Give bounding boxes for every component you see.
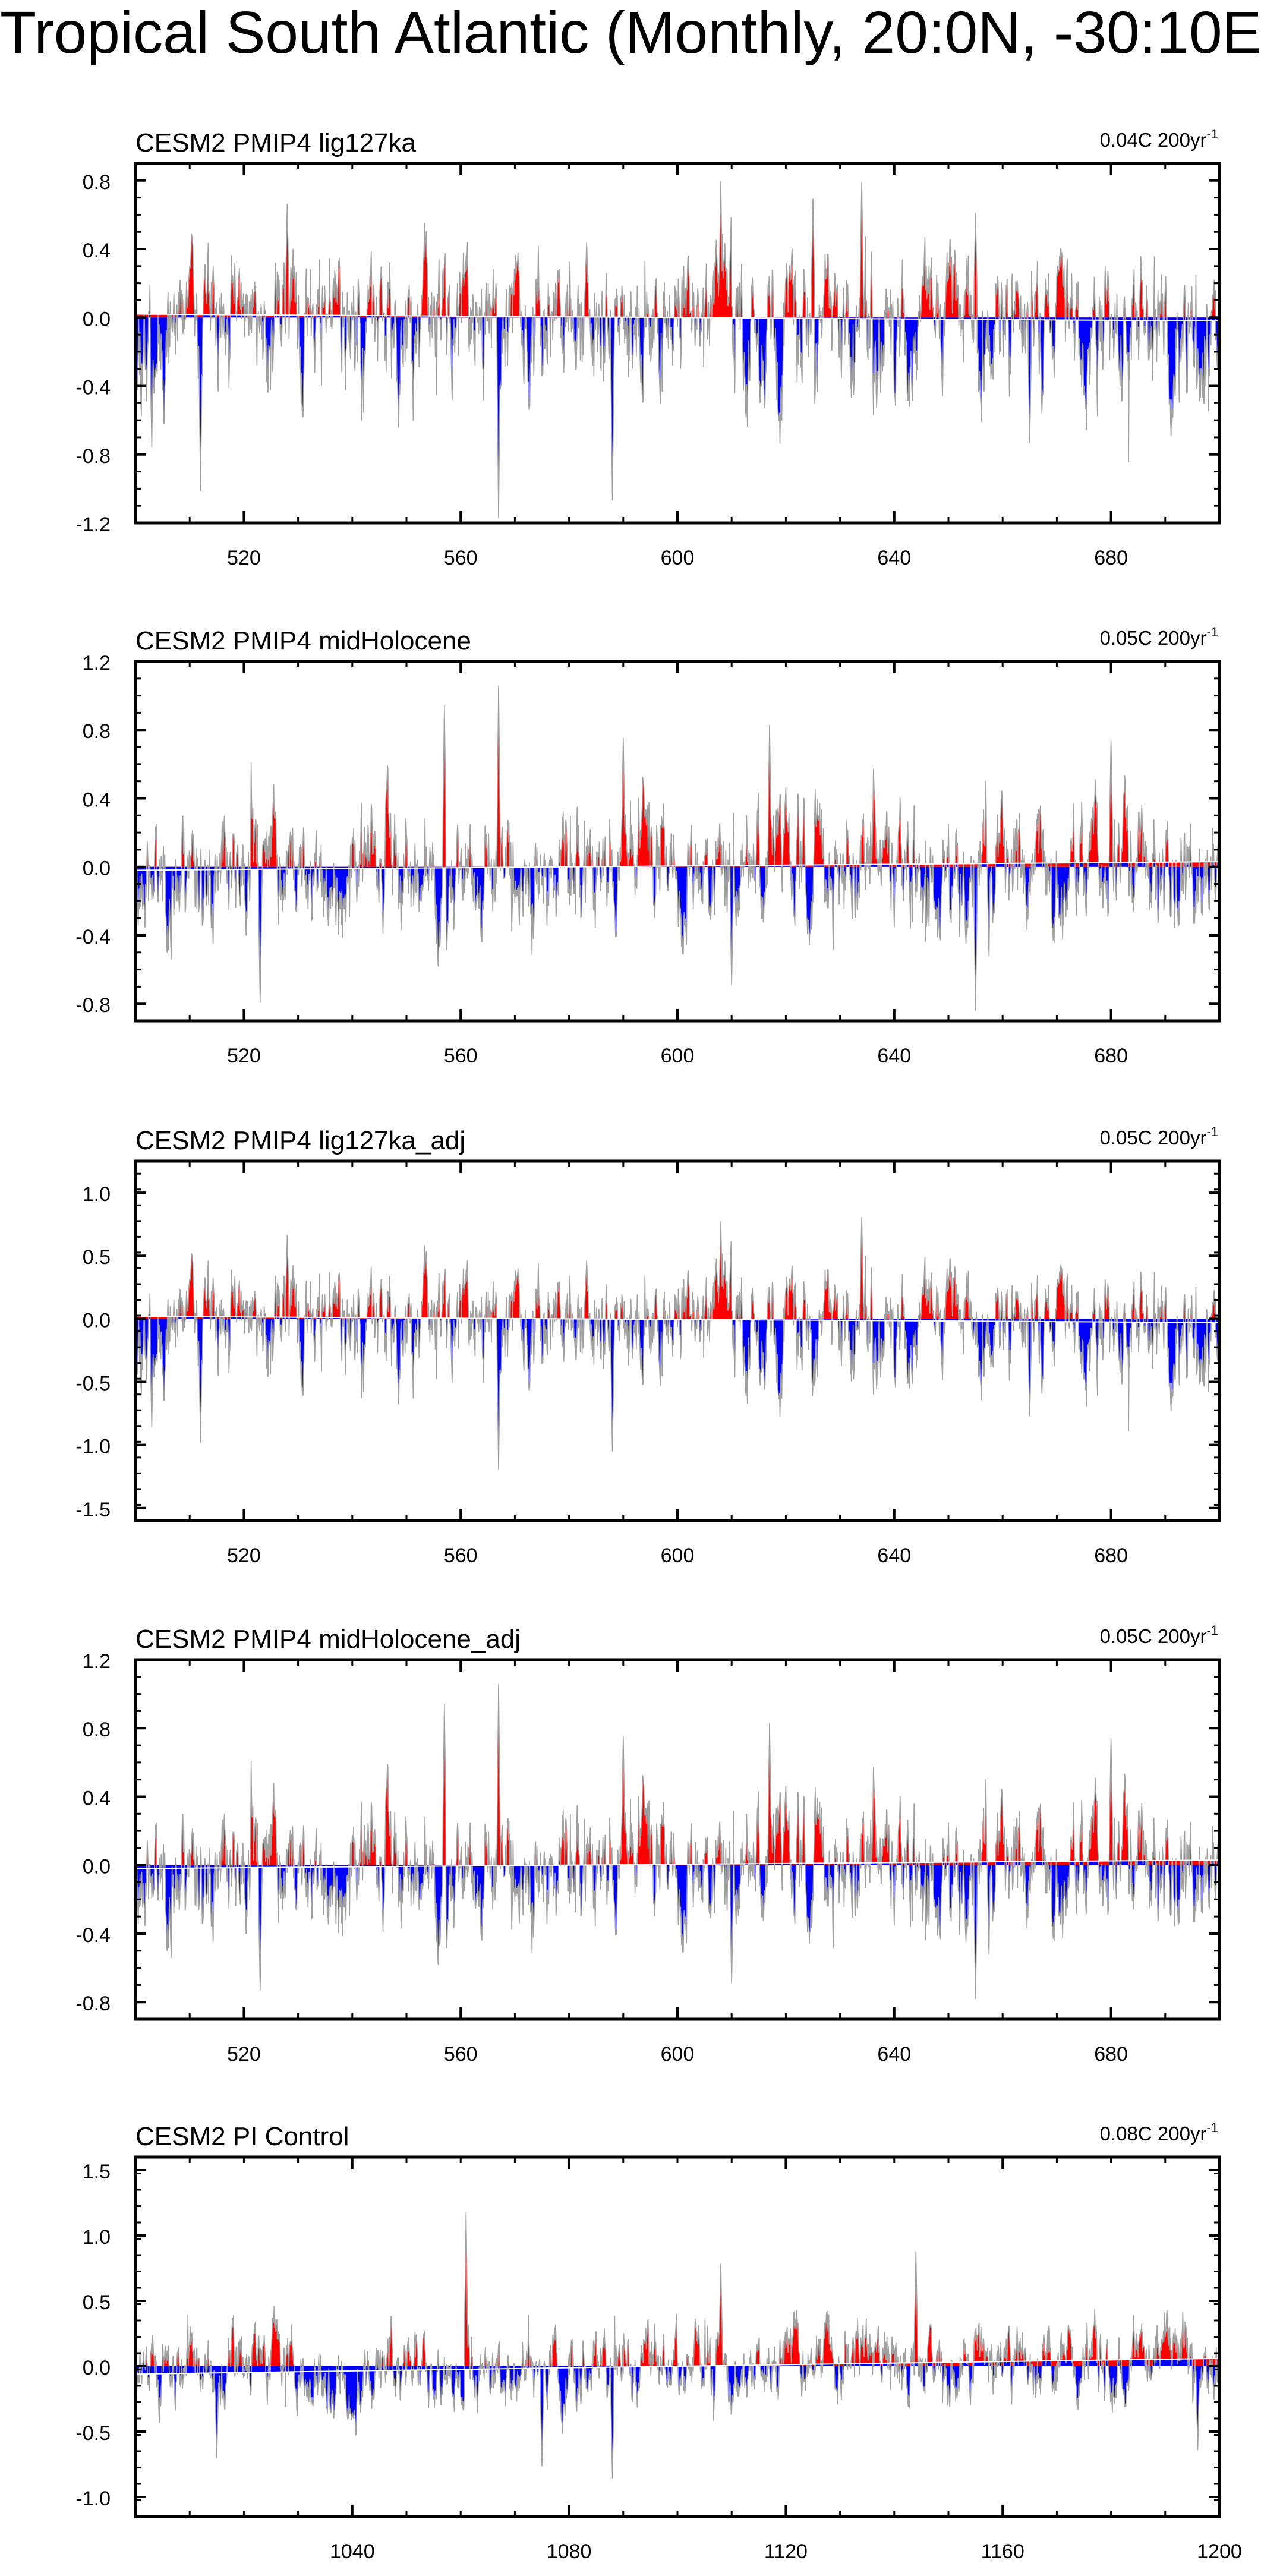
x-tick-label: 680 [1094,547,1128,569]
x-tick-label: 680 [1094,1045,1128,1067]
y-tick-label: 0.4 [83,239,111,262]
positive-anomaly-fill [135,686,1219,871]
panel-title: CESM2 PMIP4 lig127ka [135,128,417,157]
y-tick-label: 1.2 [83,1650,111,1673]
trend-line [135,2357,1220,2375]
y-tick-label: -0.4 [75,1924,111,1947]
negative-anomaly-fill [135,2358,1219,2479]
anomaly-trace [135,1217,1219,1470]
x-tick-label: 560 [444,2043,478,2066]
trend-value: 0.05C 200yr [1100,1127,1207,1149]
x-tick-label: 640 [877,547,911,569]
positive-anomaly-fill [135,1217,1219,1323]
y-tick-label: -0.8 [75,994,111,1017]
x-tick-label: 1160 [981,2540,1024,2563]
y-tick-label: 0.4 [83,1787,111,1809]
trend-unit-exponent: -1 [1206,127,1218,141]
y-tick-label: 1.0 [83,1183,111,1206]
page-title: Tropical South Atlantic (Monthly, 20:0N,… [0,0,1261,66]
x-tick-label: 1120 [764,2540,808,2563]
y-tick-label: -0.5 [75,2422,111,2445]
y-tick-label: 0.0 [83,308,111,330]
x-tick-label: 640 [877,1045,911,1067]
trend-line [135,1859,1220,1869]
trend-unit-exponent: -1 [1206,625,1218,639]
panel-title: CESM2 PMIP4 midHolocene_adj [135,1625,521,1654]
y-tick-label: -0.4 [75,377,111,399]
plot-frame [134,1658,1221,2021]
trend-value: 0.05C 200yr [1100,1625,1207,1647]
positive-anomaly-fill [135,181,1219,321]
x-tick-label: 600 [661,547,695,569]
trend-value: 0.04C 200yr [1100,129,1207,151]
x-tick-label: 680 [1094,1544,1128,1567]
chart-panel-2: -0.8 -0.4 0.0 0.4 0.8 1.2 520 560 600 640 680 CESM2… [75,625,1221,1067]
chart-panel-1: -1.2 -0.8 -0.4 0.0 0.4 0.8 520 560 600 640 680 CESM… [75,127,1221,569]
x-tick-label: 680 [1094,2043,1128,2066]
trend-line [135,313,1220,322]
trend-line [135,861,1220,871]
trend-value: 0.08C 200yr [1100,2123,1207,2145]
anomaly-trace [135,1684,1219,1999]
trend-unit-exponent: -1 [1206,2120,1218,2135]
panel-title: CESM2 PI Control [135,2122,349,2151]
y-tick-label: 0.5 [83,2291,111,2314]
y-tick-label: 0.8 [83,1719,111,1741]
plot-frame [134,660,1221,1023]
x-tick-label: 520 [227,1544,261,1567]
y-tick-label: 0.5 [83,1246,111,1269]
y-tick-label: -1.2 [75,513,111,536]
trend-unit-exponent: -1 [1206,1623,1218,1638]
trend-label: 0.05C 200yr-1 [1100,1623,1218,1647]
y-tick-label: 1.0 [83,2226,111,2249]
y-tick-label: 0.0 [83,1309,111,1332]
trend-label: 0.04C 200yr-1 [1100,127,1218,151]
y-tick-label: -0.8 [75,1992,111,2015]
y-tick-label: 1.5 [83,2161,111,2183]
chart-panel-4: -0.8 -0.4 0.0 0.4 0.8 1.2 520 560 600 640 680 CESM2… [75,1623,1221,2066]
y-tick-label: -1.0 [75,2487,111,2510]
y-tick-label: 0.8 [83,171,111,194]
trend-line [135,1316,1220,1323]
x-tick-label: 520 [227,1045,261,1067]
y-tick-label: -1.0 [75,1436,111,1458]
y-tick-label: 0.0 [83,1856,111,1878]
y-tick-label: -1.5 [75,1499,111,1521]
x-tick-label: 1040 [330,2540,375,2563]
x-tick-label: 560 [444,547,478,569]
x-tick-label: 640 [877,1544,911,1567]
positive-anomaly-fill [135,1684,1219,1869]
y-tick-label: 1.2 [83,652,111,674]
trend-unit-exponent: -1 [1206,1124,1218,1139]
x-tick-label: 520 [227,547,261,569]
x-tick-label: 1080 [547,2540,592,2563]
y-tick-label: 0.4 [83,789,111,811]
x-tick-label: 600 [661,1045,695,1067]
x-tick-label: 560 [444,1045,478,1067]
trend-label: 0.08C 200yr-1 [1100,2120,1218,2145]
x-tick-label: 600 [661,1544,695,1567]
x-tick-label: 560 [444,1544,478,1567]
x-tick-label: 600 [661,2043,695,2066]
anomaly-trace [135,686,1219,1011]
y-tick-label: 0.8 [83,720,111,743]
chart-panel-3: -1.5 -1.0 -0.5 0.0 0.5 1.0 520 560 600 640 680 CESM… [75,1124,1221,1567]
anomaly-trace [135,181,1219,519]
x-tick-label: 640 [877,2043,911,2066]
y-tick-label: -0.5 [75,1372,111,1395]
x-tick-label: 1200 [1197,2540,1242,2563]
y-tick-label: -0.8 [75,445,111,468]
panel-title: CESM2 PMIP4 lig127ka_adj [135,1126,465,1155]
y-tick-label: -0.4 [75,926,111,948]
trend-label: 0.05C 200yr-1 [1100,625,1218,649]
y-tick-label: 0.0 [83,2357,111,2379]
y-tick-label: 0.0 [83,857,111,880]
trend-value: 0.05C 200yr [1100,627,1207,649]
anomaly-trace [135,2212,1219,2479]
chart-panel-5: -1.0 -0.5 0.0 0.5 1.0 1.5 1040 1080 1120 1160 1200… [75,2120,1241,2563]
panel-title: CESM2 PMIP4 midHolocene [135,626,471,655]
x-tick-label: 520 [227,2043,261,2066]
trend-label: 0.05C 200yr-1 [1100,1124,1218,1149]
